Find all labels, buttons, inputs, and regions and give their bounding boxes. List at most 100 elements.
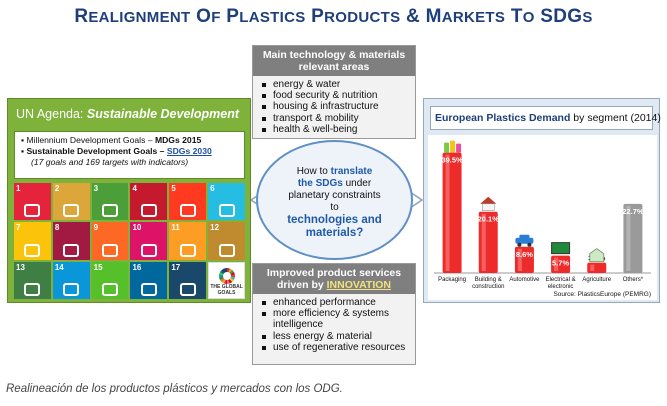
- sdg-goal-icon: [102, 282, 119, 296]
- sdg-goal-9: 9: [91, 222, 129, 260]
- bar-3: [551, 255, 571, 273]
- innovation-heading: Improved product services driven by INNO…: [253, 264, 415, 294]
- sdg-goal-7: 7: [14, 222, 51, 260]
- innovation-list: enhanced performance more efficiency & sy…: [253, 294, 415, 355]
- bar-chart: 39.5% Packaging 20.1% Building &constructio…: [434, 140, 651, 290]
- plastics-demand-panel: European Plastics Demand by segment (201…: [423, 98, 661, 303]
- category-label: electronic: [548, 284, 574, 290]
- bar-value-label: 39.5%: [441, 156, 463, 165]
- greenhouse-icon: [589, 248, 605, 263]
- sdg-goal-number: 1: [16, 184, 21, 193]
- sdg-goal-17: 17: [169, 261, 207, 299]
- category-label: Others*: [623, 277, 644, 283]
- sdg-goal-16: 16: [130, 261, 168, 299]
- sdg-goal-3: 3: [91, 183, 129, 221]
- sdg-note: (17 goals and 169 targets with indicator…: [31, 157, 189, 167]
- plastics-demand-heading: European Plastics Demand by segment (201…: [430, 106, 661, 130]
- bar-value-label: 5.7%: [552, 259, 569, 268]
- innovation-box: Improved product services driven by INNO…: [252, 263, 416, 365]
- bar-value-label: 8.6%: [516, 250, 533, 259]
- category-label: Electrical &: [546, 277, 576, 283]
- list-item: use of regenerative resources: [262, 342, 409, 353]
- list-item: housing & infrastructure: [262, 101, 409, 112]
- sdg-goal-8: 8: [52, 222, 90, 260]
- sdg-goal-number: 4: [132, 184, 137, 193]
- sdg-goal-5: 5: [169, 183, 207, 221]
- sdg-goal-number: 14: [54, 262, 64, 272]
- bar-highlight: [445, 154, 450, 271]
- list-item: enhanced performance: [262, 297, 409, 308]
- sdg-goal-number: 16: [132, 262, 142, 272]
- bar-highlight: [554, 257, 559, 271]
- sdg-goal-icon: [102, 243, 119, 257]
- sdg-goal-6: 6: [208, 183, 245, 221]
- sdg-goals-grid: 1 2 3 4 5 6 7 8 9 10 11 12 13 14 15 16 17 THE GLOBAL GOAL…: [14, 183, 245, 299]
- sdg-goal-icon: [63, 243, 80, 257]
- sdg-goal-11: 11: [169, 222, 207, 260]
- list-item: transport & mobility: [262, 113, 409, 124]
- sdg-goal-icon: [179, 204, 196, 218]
- sdg-goal-number: 2: [54, 184, 60, 193]
- car-icon: [515, 234, 534, 247]
- bar-value-label: 20.1%: [478, 215, 500, 224]
- sdg-goal-icon: [24, 204, 41, 218]
- category-label: Packaging: [438, 277, 466, 283]
- sdg-goal-icon: [140, 204, 157, 218]
- sdg-goal-number: 12: [210, 223, 220, 233]
- global-goals-logo-text: THE GLOBAL GOALS: [210, 283, 243, 296]
- sdg-row: ▪ Sustainable Development Goals – SDGs 2…: [21, 146, 212, 156]
- sdg-goal-14: 14: [52, 261, 90, 299]
- category-label: Agriculture: [582, 277, 611, 283]
- global-goals-logo: THE GLOBAL GOALS: [208, 261, 245, 299]
- bar-4: [587, 262, 607, 273]
- sdg-goal-icon: [140, 243, 157, 257]
- bar-highlight: [517, 248, 522, 271]
- sdg-wheel-icon: [218, 267, 235, 284]
- sdg-goal-icon: [218, 243, 235, 257]
- chart-source: Source: PlasticsEurope (PEMRG): [553, 291, 651, 298]
- sdg-goal-icon: [24, 243, 41, 257]
- sdg-goal-1: 1: [14, 183, 51, 221]
- house-icon: [480, 196, 497, 211]
- figure-caption: Realineación de los productos plásticos …: [6, 383, 343, 395]
- sdg-goal-15: 15: [91, 261, 129, 299]
- un-agenda-heading: UN Agenda: Sustainable Development: [16, 107, 240, 121]
- bar-5: [623, 203, 643, 273]
- sdg-goal-number: 3: [93, 184, 99, 193]
- bar-1: [478, 211, 498, 273]
- list-item: food security & nutrition: [262, 90, 409, 101]
- sdg-goal-4: 4: [130, 183, 168, 221]
- bar-highlight: [626, 205, 631, 271]
- sdg-goal-number: 5: [171, 184, 176, 193]
- sdg-goal-icon: [218, 204, 235, 218]
- sdg-goal-number: 11: [171, 223, 180, 233]
- goals-box: ▪ Millennium Development Goals – MDGs 20…: [14, 131, 245, 179]
- category-label: construction: [472, 284, 504, 290]
- bar-2: [514, 246, 534, 273]
- bar-highlight: [590, 264, 595, 271]
- sdg-goal-number: 9: [93, 223, 99, 233]
- sdg-goal-icon: [179, 282, 196, 296]
- list-item: more efficiency & systems intelligence: [262, 308, 409, 330]
- sdg-goal-12: 12: [208, 222, 245, 260]
- sdg-goal-icon: [140, 282, 157, 296]
- sdg-goal-number: 15: [93, 262, 103, 272]
- list-item: health & well-being: [262, 124, 409, 135]
- central-question: How to translate the SDGs under planetar…: [256, 140, 413, 260]
- tv-icon: [551, 242, 571, 255]
- technology-areas-box: Main technology & materials relevant are…: [252, 45, 416, 139]
- bar-highlight: [481, 213, 486, 271]
- category-label: Automotive: [509, 277, 540, 283]
- sdg-goal-icon: [179, 243, 196, 257]
- plastics-demand-chart: 39.5% Packaging 20.1% Building & constructio…: [428, 135, 657, 300]
- sdg-goal-number: 6: [210, 184, 215, 193]
- sdg-goal-number: 10: [132, 223, 142, 233]
- packaging-icon: [444, 140, 462, 153]
- sdg-goal-number: 13: [16, 262, 25, 272]
- technology-areas-heading: Main technology & materials relevant are…: [253, 46, 415, 76]
- bar-0: [442, 152, 462, 273]
- list-item: less energy & material: [262, 331, 409, 342]
- page-title: REALIGNMENT OF PLASTICS PRODUCTS & MARKE…: [74, 6, 593, 27]
- sdg-goal-number: 7: [16, 223, 21, 233]
- sdg-goal-10: 10: [130, 222, 168, 260]
